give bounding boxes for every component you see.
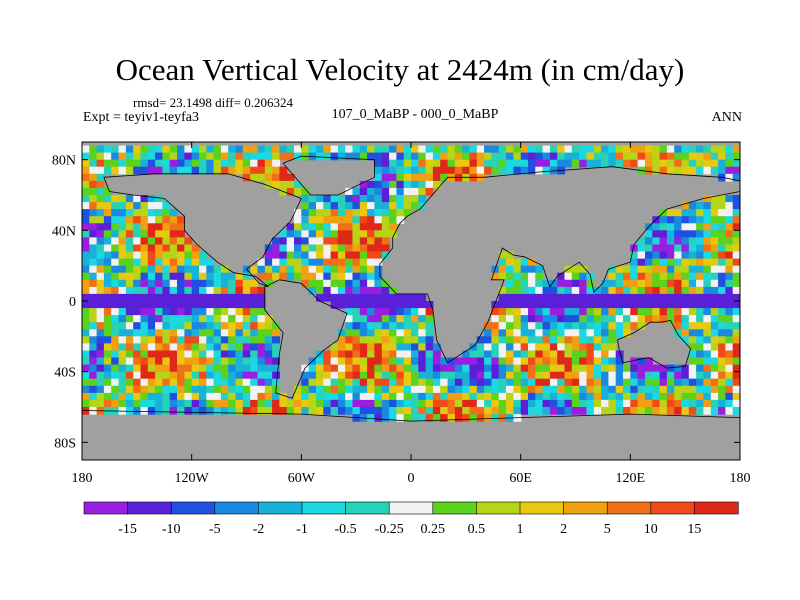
lon-tick-label: 120W	[175, 471, 210, 486]
colorbar-swatch	[127, 501, 172, 515]
axis-ticks: 80N 40N 0 40S 80S 180 120W 60W 0 60E 120E 180	[52, 142, 751, 486]
colorbar: -15 -10 -5 -2 -1 -0.5 -0.25 0.25 0.5 1 2 5 10 15	[83, 501, 739, 537]
colorbar-label: 15	[687, 522, 701, 537]
lon-tick-label: 180	[730, 471, 751, 486]
colorbar-label: 10	[644, 522, 658, 537]
colorbar-swatch	[563, 501, 608, 515]
continent-outlines	[82, 155, 740, 460]
stats-label: rmsd= 23.1498 diff= 0.206324	[133, 95, 293, 110]
lat-tick-label: 40N	[52, 224, 76, 239]
colorbar-swatch	[83, 501, 129, 515]
velocity-field	[82, 142, 740, 460]
colorbar-label: -1	[296, 522, 308, 537]
lon-tick-label: 180	[72, 471, 93, 486]
colorbar-label: 5	[604, 522, 611, 537]
colorbar-swatch	[432, 501, 477, 515]
season-label: ANN	[711, 110, 742, 125]
colorbar-swatch	[345, 501, 390, 515]
lat-tick-label: 40S	[54, 366, 76, 381]
colorbar-label: 0.5	[468, 522, 486, 537]
lon-tick-label: 120E	[616, 471, 646, 486]
colorbar-label: -10	[162, 522, 181, 537]
colorbar-label: 2	[560, 522, 567, 537]
map-title: Ocean Vertical Velocity at 2424m (in cm/…	[115, 52, 685, 87]
colorbar-swatch	[519, 501, 565, 515]
lat-tick-label: 80N	[52, 154, 76, 169]
colorbar-label: -15	[118, 522, 137, 537]
colorbar-label: -0.5	[335, 522, 357, 537]
colorbar-label: 0.25	[421, 522, 446, 537]
colorbar-swatch	[170, 501, 216, 515]
colorbar-swatch	[214, 501, 260, 515]
lon-tick-label: 0	[408, 471, 415, 486]
colorbar-swatch	[388, 501, 434, 515]
experiment-subtitle: 107_0_MaBP - 000_0_MaBP	[331, 107, 499, 122]
colorbar-swatch	[606, 501, 652, 515]
experiment-label: Expt = teyiv1-teyfa3	[83, 110, 199, 125]
colorbar-swatch	[301, 501, 347, 515]
colorbar-label: -5	[209, 522, 221, 537]
lon-tick-label: 60W	[288, 471, 316, 486]
lat-tick-label: 0	[69, 295, 76, 310]
colorbar-label: -0.25	[375, 522, 404, 537]
colorbar-swatch	[476, 501, 521, 515]
colorbar-swatch	[258, 501, 303, 515]
lat-tick-label: 80S	[54, 436, 76, 451]
colorbar-label: 1	[517, 522, 524, 537]
colorbar-swatch	[694, 501, 739, 515]
colorbar-label: -2	[253, 522, 265, 537]
colorbar-swatch	[650, 501, 695, 515]
lon-tick-label: 60E	[509, 471, 532, 486]
